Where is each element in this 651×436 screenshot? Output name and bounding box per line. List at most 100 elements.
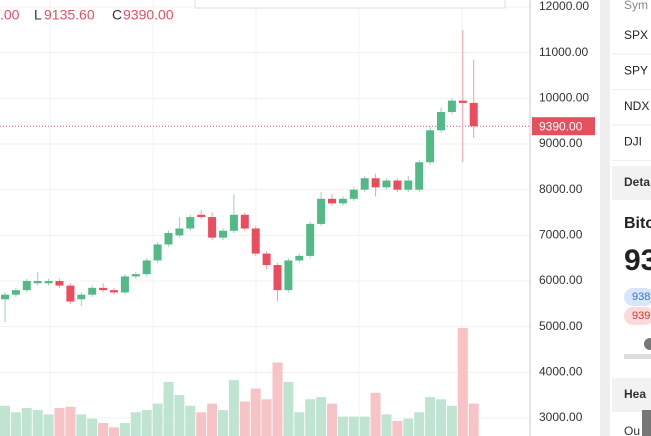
volume-bar [32, 410, 43, 436]
volume-bar [381, 414, 392, 436]
volume-bar [446, 405, 457, 436]
divider [600, 0, 610, 436]
candle-body [1, 294, 9, 300]
candle-body [328, 198, 336, 204]
volume-bar [21, 407, 32, 436]
symbol[interactable]: SPY [624, 64, 648, 78]
candle-body [175, 228, 184, 236]
big-price: 93 [624, 244, 651, 277]
volume-bar [239, 401, 250, 436]
candle-body [437, 112, 445, 131]
volume-bar [403, 418, 414, 436]
volume-bar [54, 407, 65, 436]
volume-bar [65, 406, 76, 436]
candle-body [99, 287, 108, 291]
candle-body [219, 230, 227, 238]
volume-bar [392, 420, 403, 436]
volume-bar [316, 397, 327, 436]
candle-body [426, 130, 435, 163]
last-price-box [532, 117, 595, 136]
candle-body [262, 253, 271, 266]
volume-bar [43, 414, 54, 436]
volume-bar [283, 382, 294, 436]
side-panel [612, 0, 651, 436]
price-tick-label: 8000.00 [539, 182, 583, 196]
headlines: Hea [624, 387, 646, 401]
candle-body [44, 281, 53, 284]
headlines-bar [612, 378, 651, 412]
volume-bar [425, 397, 436, 436]
volume-bar [305, 399, 316, 436]
price-tick-label: 4000.00 [539, 365, 583, 379]
volume-bar [348, 416, 359, 436]
candle-body [447, 100, 456, 113]
volume-bar [152, 403, 163, 436]
symbol[interactable]: SPX [624, 28, 648, 42]
volume-bar [370, 392, 381, 436]
candle-body [360, 178, 369, 190]
volume-bar [359, 416, 370, 436]
details-bar [612, 166, 651, 200]
candle-body [382, 180, 391, 188]
volume-bar [327, 403, 337, 436]
bid: 938 [632, 291, 650, 303]
volume-bar [337, 416, 348, 436]
open-value: .00 [0, 7, 20, 23]
volume-bar [468, 403, 479, 436]
price-tick-label: 3000.00 [539, 410, 583, 424]
volume-bar [87, 418, 98, 436]
close-value: 9390.00 [123, 7, 174, 23]
panel-header: Sym [624, 0, 648, 12]
volume-bar [163, 382, 174, 436]
price-tick-label: 12000.00 [539, 0, 589, 13]
symbol[interactable]: NDX [624, 99, 649, 113]
price-tick-label: 11000.00 [539, 45, 588, 59]
low-value: 9135.60 [44, 7, 95, 23]
candle-body [153, 244, 162, 261]
volume-bar [185, 405, 196, 436]
symbol-name: Bitc [624, 215, 651, 232]
candle-body [338, 198, 347, 204]
candle-body [33, 281, 42, 284]
price-tick-label: 6000.00 [539, 273, 583, 287]
volume-bar [218, 410, 228, 436]
price-tick-label: 5000.00 [539, 319, 583, 333]
volume-bar [250, 388, 261, 436]
candle-body [88, 287, 97, 295]
volume-bar [196, 412, 207, 436]
candle-body [186, 217, 195, 229]
volume-bar [10, 412, 21, 436]
volume-bar [294, 412, 305, 436]
chart-area [0, 0, 530, 436]
symbol[interactable]: DJI [624, 135, 642, 149]
candle-body [317, 198, 326, 224]
close-key: C [112, 7, 122, 23]
candle-body [208, 217, 217, 238]
candle-body [22, 281, 31, 291]
candle-body [11, 290, 20, 295]
candle-body [77, 294, 86, 300]
last-price-label: 9390.00 [539, 119, 583, 133]
volume-bar [272, 362, 283, 436]
volume-bar [228, 379, 239, 436]
candle-body [458, 100, 467, 103]
volume-bar [207, 403, 218, 436]
volume-bar [141, 410, 152, 436]
range-knob[interactable] [644, 338, 651, 350]
volume-bar [119, 423, 130, 436]
price-tick-label: 10000.00 [539, 91, 589, 105]
candle-body [131, 274, 140, 277]
volume-bar [109, 427, 119, 436]
ask-pill [624, 307, 651, 325]
candle-body [55, 281, 64, 286]
candle-body [229, 214, 238, 231]
range-bar [624, 354, 651, 359]
candle-body [273, 265, 282, 291]
volume-bar [436, 399, 446, 436]
candle-body [415, 162, 424, 190]
candle-body [371, 178, 380, 188]
volume-bar [457, 328, 468, 436]
thumb [642, 410, 651, 436]
price-tick-label: 7000.00 [539, 228, 583, 242]
